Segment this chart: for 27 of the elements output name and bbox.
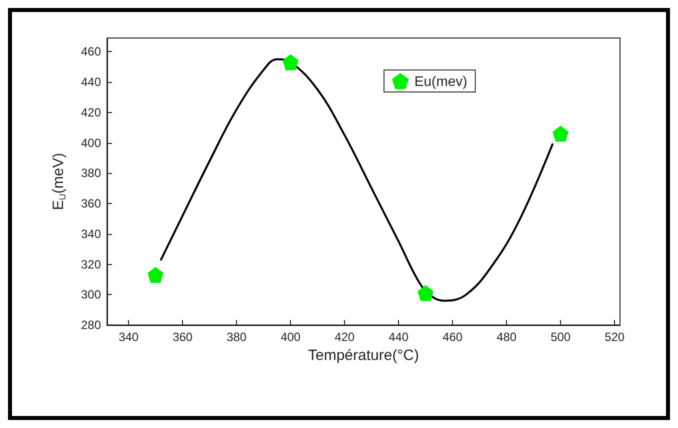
x-tick-label: 500	[550, 330, 571, 344]
y-tick-label: 280	[80, 318, 102, 332]
point	[552, 126, 569, 142]
x-tick-label: 340	[118, 330, 139, 344]
x-tick-label: 480	[496, 330, 517, 344]
y-tick-label: 400	[80, 136, 102, 150]
y-tick-label: 320	[80, 257, 102, 272]
y-tick-label: 360	[80, 196, 102, 211]
y-tick-label: 440	[80, 75, 102, 90]
point	[282, 54, 299, 70]
x-tick-label: 440	[388, 330, 409, 344]
y-axis-title: EU(meV)	[50, 152, 68, 210]
x-axis-title: Température(°C)	[308, 346, 420, 364]
y-tick-label: 380	[80, 166, 102, 180]
x-tick-label: 460	[442, 330, 463, 344]
y-tick-label: 420	[80, 105, 102, 120]
x-tick-label: 520	[604, 330, 625, 344]
x-tick-label: 360	[172, 330, 193, 344]
point	[418, 285, 434, 302]
x-tick-label: 420	[334, 330, 355, 344]
y-tick-label: 300	[80, 288, 102, 302]
y-tick-label: 340	[80, 226, 102, 241]
y-tick-label: 460	[80, 44, 102, 59]
x-tick-label: 380	[226, 330, 247, 344]
x-tick-label: 400	[280, 330, 301, 344]
legend-label: Eu(mev)	[414, 73, 468, 89]
point	[148, 266, 164, 283]
